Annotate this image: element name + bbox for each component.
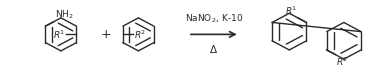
Text: +: + [100, 28, 111, 41]
Text: R$^1$: R$^1$ [53, 28, 65, 41]
Text: R$^1$: R$^1$ [285, 5, 297, 17]
Text: Δ: Δ [210, 45, 217, 55]
Text: NH$_2$: NH$_2$ [55, 8, 74, 21]
Text: R$^2$: R$^2$ [134, 28, 146, 41]
Text: NaNO$_2$, K-10: NaNO$_2$, K-10 [185, 13, 243, 25]
Text: R$^2$: R$^2$ [336, 55, 348, 68]
